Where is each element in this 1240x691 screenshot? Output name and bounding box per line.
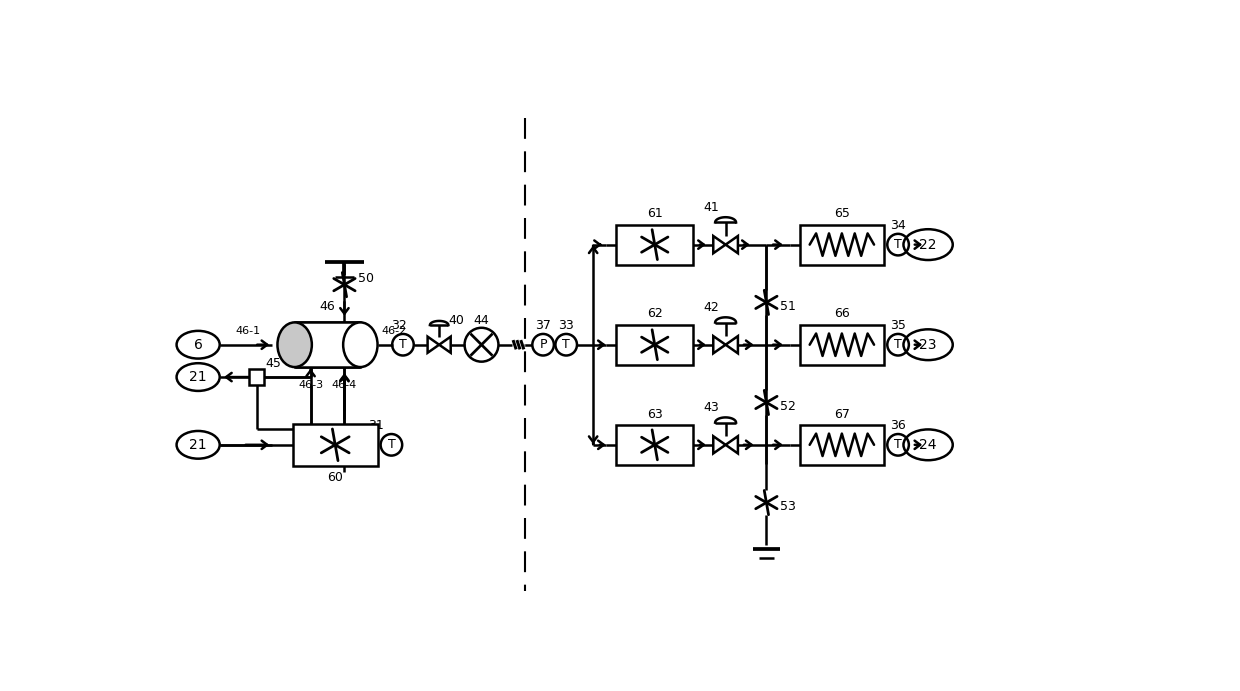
Text: 50: 50: [358, 272, 374, 285]
Polygon shape: [725, 436, 738, 453]
Text: 37: 37: [536, 319, 551, 332]
Text: 44: 44: [474, 314, 490, 327]
Text: 45: 45: [265, 357, 281, 370]
Text: 35: 35: [890, 319, 906, 332]
Bar: [295, 323, 361, 367]
Polygon shape: [428, 337, 439, 353]
Text: T: T: [894, 438, 901, 451]
Text: 63: 63: [647, 408, 662, 421]
Text: 34: 34: [890, 219, 906, 232]
Text: 46-2: 46-2: [382, 326, 407, 336]
Polygon shape: [713, 436, 725, 453]
Text: 32: 32: [392, 319, 407, 332]
Text: 22: 22: [919, 238, 937, 252]
Ellipse shape: [343, 323, 377, 367]
Bar: [800, 225, 884, 265]
Text: 46: 46: [320, 300, 335, 313]
Text: 61: 61: [647, 207, 662, 220]
Text: 53: 53: [780, 500, 796, 513]
Polygon shape: [713, 236, 725, 253]
Text: W: W: [252, 372, 262, 382]
Text: 42: 42: [704, 301, 719, 314]
Text: T: T: [562, 338, 570, 351]
Text: 43: 43: [704, 401, 719, 415]
Text: 66: 66: [835, 307, 849, 321]
Text: 23: 23: [919, 338, 937, 352]
Bar: [800, 325, 884, 365]
Text: 67: 67: [835, 408, 849, 421]
Text: 21: 21: [190, 370, 207, 384]
Bar: [800, 425, 884, 465]
Polygon shape: [713, 336, 725, 353]
Text: T: T: [399, 338, 407, 351]
Polygon shape: [439, 337, 450, 353]
Bar: [616, 425, 693, 465]
Text: T: T: [894, 338, 901, 351]
Bar: [616, 325, 693, 365]
Ellipse shape: [278, 323, 311, 367]
Text: T: T: [388, 438, 396, 451]
Text: 21: 21: [190, 438, 207, 452]
Text: P: P: [539, 338, 547, 351]
Polygon shape: [725, 236, 738, 253]
Text: 46-1: 46-1: [236, 326, 260, 336]
Bar: [616, 225, 693, 265]
Text: 46-4: 46-4: [332, 380, 357, 390]
Text: 65: 65: [835, 207, 849, 220]
Text: 24: 24: [919, 438, 937, 452]
Text: 40: 40: [448, 314, 464, 327]
Text: 46-3: 46-3: [298, 380, 324, 390]
Text: 62: 62: [647, 307, 662, 321]
Text: 51: 51: [780, 300, 796, 313]
Bar: [293, 424, 377, 466]
Polygon shape: [725, 336, 738, 353]
Bar: [249, 370, 264, 385]
Text: 36: 36: [890, 419, 906, 432]
Text: 60: 60: [327, 471, 343, 484]
Text: 6: 6: [193, 338, 202, 352]
Text: 33: 33: [558, 319, 574, 332]
Text: 31: 31: [368, 419, 384, 432]
Text: 41: 41: [704, 201, 719, 214]
Text: 52: 52: [780, 400, 796, 413]
Text: T: T: [894, 238, 901, 251]
